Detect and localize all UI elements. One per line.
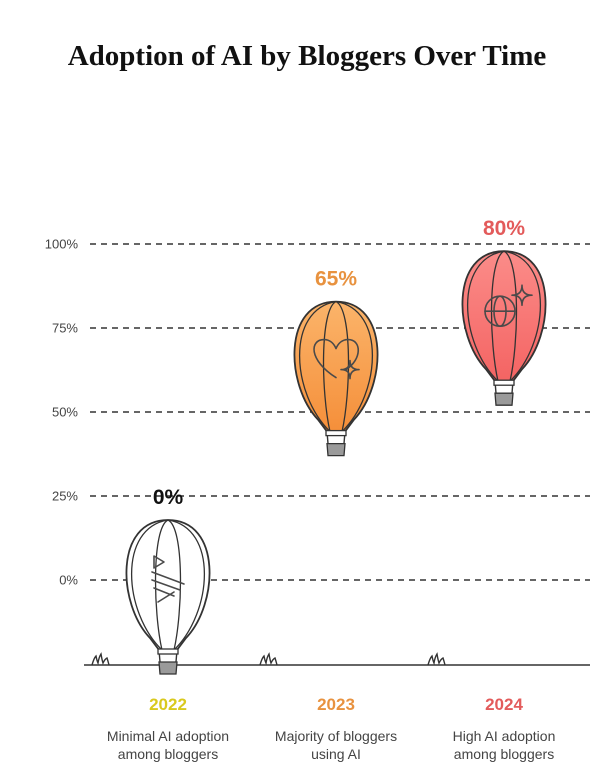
grass-tuft [427, 652, 446, 666]
balloon-ring [157, 648, 179, 655]
value-label: 80% [483, 217, 525, 240]
balloon-gore [167, 519, 182, 651]
balloon-2024 [461, 250, 547, 406]
y-tick-label: 100% [45, 237, 79, 252]
y-tick-label: 0% [59, 573, 78, 588]
year-label: 2022 [149, 695, 187, 714]
balloon-gore [322, 301, 337, 432]
balloon-gore [335, 301, 350, 432]
chart-title: Adoption of AI by Bloggers Over Time [67, 40, 547, 72]
year-label: 2024 [485, 695, 523, 714]
grass-tuft [259, 652, 278, 666]
balloon-2023 [293, 300, 379, 457]
balloon-gore [335, 300, 374, 433]
category-description: among bloggers [118, 746, 218, 762]
labels: 0% 2022 Minimal AI adoption among bloggers 6… [107, 217, 555, 762]
category-description: Minimal AI adoption [107, 728, 229, 744]
balloon-gore [298, 300, 337, 433]
play-list-icon [151, 555, 185, 603]
balloon-basket [326, 442, 346, 457]
balloon-basket [494, 392, 514, 406]
category-description: Majority of bloggers [275, 728, 397, 744]
balloon-gore [503, 250, 542, 382]
globe-sparkle-icon [484, 284, 533, 328]
balloon-gore [490, 250, 505, 382]
category-description: among bloggers [454, 746, 554, 762]
y-axis: 0% 25% 50% 75% 100% [45, 237, 79, 588]
grass-tuft [91, 652, 110, 666]
balloon-gore [130, 519, 169, 651]
balloon-basket [158, 661, 178, 675]
y-tick-label: 50% [52, 405, 78, 420]
y-tick-label: 25% [52, 489, 78, 504]
balloon-gore [503, 250, 518, 382]
category-description: using AI [311, 746, 361, 762]
category-description: High AI adoption [453, 728, 556, 744]
value-label: 65% [315, 268, 357, 291]
balloon-envelope [461, 250, 547, 383]
balloon-ring [493, 379, 515, 386]
value-label: 0% [153, 486, 184, 509]
balloon-ring [325, 429, 347, 437]
y-tick-label: 75% [52, 321, 78, 336]
balloon-gore [466, 250, 505, 382]
balloon-gore [167, 519, 206, 651]
year-label: 2023 [317, 695, 355, 714]
balloon-2022 [125, 519, 211, 675]
heart-sparkle-icon [313, 338, 360, 380]
balloons [125, 250, 547, 675]
